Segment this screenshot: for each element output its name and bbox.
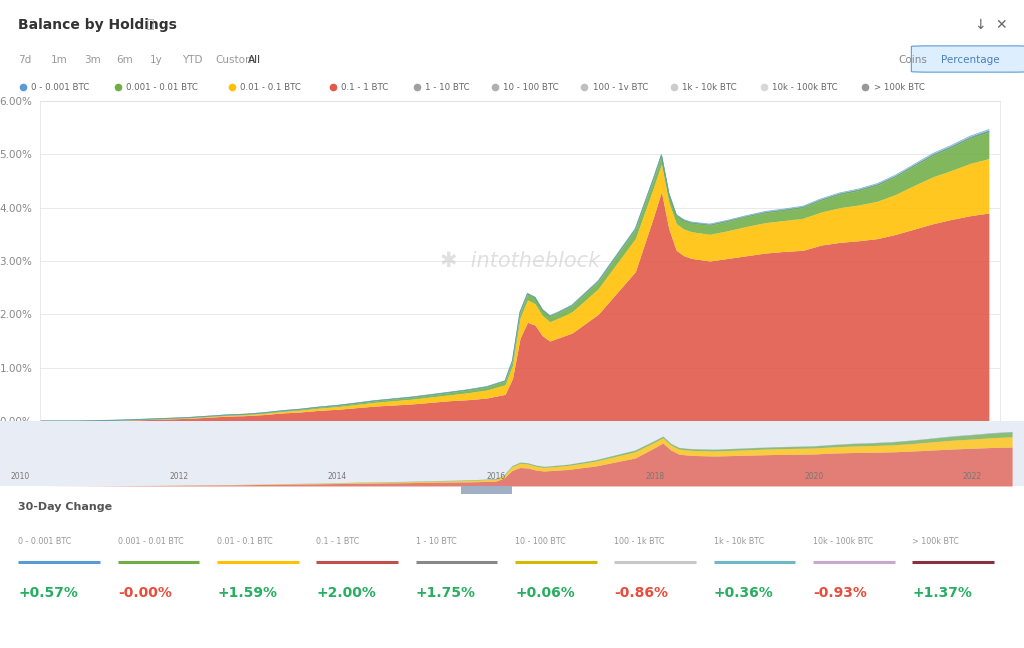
Text: 1k - 10k BTC: 1k - 10k BTC bbox=[714, 537, 764, 546]
Text: ✱  intotheblock: ✱ intotheblock bbox=[440, 251, 600, 271]
Text: 1 - 10 BTC: 1 - 10 BTC bbox=[425, 82, 470, 91]
Text: 10 - 100 BTC: 10 - 100 BTC bbox=[515, 537, 566, 546]
Text: 0.01 - 0.1 BTC: 0.01 - 0.1 BTC bbox=[240, 82, 301, 91]
Text: 0.1 - 1 BTC: 0.1 - 1 BTC bbox=[316, 537, 359, 546]
Text: 2010: 2010 bbox=[10, 472, 30, 481]
Text: 100 - 1v BTC: 100 - 1v BTC bbox=[593, 82, 648, 91]
Text: +0.57%: +0.57% bbox=[18, 586, 78, 601]
Text: 30-Day Change: 30-Day Change bbox=[18, 502, 113, 512]
Text: 10 - 100 BTC: 10 - 100 BTC bbox=[503, 82, 559, 91]
Text: 0 - 0.001 BTC: 0 - 0.001 BTC bbox=[31, 82, 89, 91]
Text: Custom: Custom bbox=[215, 55, 255, 65]
Text: 2014: 2014 bbox=[328, 472, 347, 481]
Text: 100 - 1k BTC: 100 - 1k BTC bbox=[614, 537, 665, 546]
Text: 1m: 1m bbox=[51, 55, 68, 65]
Text: -0.86%: -0.86% bbox=[614, 586, 669, 601]
Text: 0.01 - 0.1 BTC: 0.01 - 0.1 BTC bbox=[217, 537, 272, 546]
Text: 2022: 2022 bbox=[963, 472, 982, 481]
Text: +1.37%: +1.37% bbox=[912, 586, 972, 601]
Bar bbox=[0, 421, 1024, 486]
Text: Percentage: Percentage bbox=[941, 55, 1000, 65]
Text: 1y: 1y bbox=[150, 55, 162, 65]
Text: ↓: ↓ bbox=[974, 17, 986, 32]
Text: ⓘ: ⓘ bbox=[146, 18, 154, 31]
Text: +1.75%: +1.75% bbox=[416, 586, 476, 601]
Text: -0.00%: -0.00% bbox=[118, 586, 172, 601]
Text: +1.59%: +1.59% bbox=[217, 586, 278, 601]
Text: 10k - 100k BTC: 10k - 100k BTC bbox=[813, 537, 873, 546]
Text: 7d: 7d bbox=[18, 55, 32, 65]
Text: 0 - 0.001 BTC: 0 - 0.001 BTC bbox=[18, 537, 72, 546]
Text: 2020: 2020 bbox=[804, 472, 823, 481]
FancyBboxPatch shape bbox=[911, 46, 1024, 72]
Text: ✕: ✕ bbox=[995, 17, 1008, 32]
Bar bbox=[461, 486, 512, 494]
Text: All: All bbox=[248, 55, 261, 65]
Text: YTD: YTD bbox=[182, 55, 203, 65]
Text: -0.93%: -0.93% bbox=[813, 586, 867, 601]
Text: 2012: 2012 bbox=[169, 472, 188, 481]
Text: 6m: 6m bbox=[117, 55, 133, 65]
Text: 2016: 2016 bbox=[486, 472, 506, 481]
Text: 0.1 - 1 BTC: 0.1 - 1 BTC bbox=[341, 82, 389, 91]
Text: 1 - 10 BTC: 1 - 10 BTC bbox=[416, 537, 457, 546]
Text: 0.001 - 0.01 BTC: 0.001 - 0.01 BTC bbox=[118, 537, 183, 546]
Text: > 100k BTC: > 100k BTC bbox=[912, 537, 959, 546]
Text: Balance by Holdings: Balance by Holdings bbox=[18, 17, 177, 32]
Text: 10k - 100k BTC: 10k - 100k BTC bbox=[772, 82, 838, 91]
Text: 0.001 - 0.01 BTC: 0.001 - 0.01 BTC bbox=[126, 82, 199, 91]
Text: Coins: Coins bbox=[898, 55, 927, 65]
Text: 3m: 3m bbox=[84, 55, 100, 65]
Text: 1k - 10k BTC: 1k - 10k BTC bbox=[682, 82, 737, 91]
Text: +0.06%: +0.06% bbox=[515, 586, 574, 601]
Text: 2018: 2018 bbox=[645, 472, 665, 481]
Text: +2.00%: +2.00% bbox=[316, 586, 376, 601]
Text: +0.36%: +0.36% bbox=[714, 586, 773, 601]
Text: > 100k BTC: > 100k BTC bbox=[873, 82, 925, 91]
